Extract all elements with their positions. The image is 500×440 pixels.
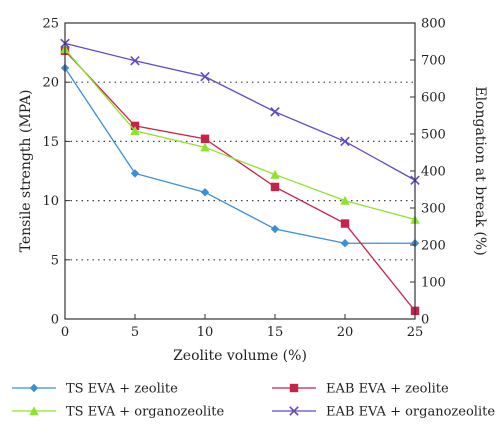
data-point: [340, 239, 350, 248]
data-point: [130, 126, 140, 135]
series-2: [60, 44, 420, 224]
x-tick-label: 5: [131, 325, 139, 340]
x-tick-label: 0: [61, 325, 69, 340]
data-point: [130, 169, 140, 178]
legend-marker: [29, 383, 39, 393]
data-point: [200, 142, 210, 152]
data-point: [270, 169, 280, 179]
legend-label: EAB EVA + zeolite: [326, 382, 449, 397]
axes: [64, 22, 416, 320]
y2-tick-label: 400: [421, 165, 446, 180]
y-tick-label: 15: [42, 135, 59, 150]
legend-label: TS EVA + organozeolite: [66, 405, 224, 420]
data-point: [200, 188, 210, 197]
y2-tick-label: 100: [421, 276, 446, 291]
legend-label: TS EVA + zeolite: [66, 382, 178, 397]
y2-tick-label: 600: [421, 91, 446, 106]
x-tick-label: 10: [197, 325, 214, 340]
series-layer: [60, 38, 420, 316]
y-axis-label: Tensile strength (MPA): [18, 90, 34, 253]
legend-marker: [289, 406, 299, 416]
y2-tick-label: 300: [421, 202, 446, 217]
series-line: [64, 67, 415, 244]
legend-label: EAB EVA + organozeolite: [326, 405, 495, 420]
data-point: [200, 71, 210, 82]
y-tick-label: 25: [42, 17, 59, 32]
data-point: [130, 121, 140, 131]
tick-labels: 0 5 10 15 20 25051015202501002003004005006007…: [42, 17, 445, 341]
data-point: [200, 134, 210, 144]
y2-tick-label: 700: [421, 54, 446, 69]
y-tick-label: 0: [51, 313, 59, 328]
legend-item: EAB EVA + zeolite: [272, 382, 449, 397]
y-tick-label: 10: [42, 194, 59, 209]
data-point: [340, 136, 350, 147]
x-tick-label: 20: [337, 325, 354, 340]
data-point: [270, 224, 280, 234]
legend-marker: [29, 406, 39, 416]
series-line: [64, 42, 416, 181]
y2-tick-label: 800: [421, 17, 446, 32]
data-point: [340, 219, 350, 228]
data-point: [130, 55, 140, 66]
legend-item: TS EVA + organozeolite: [12, 405, 224, 420]
y2-tick-label: 0: [421, 313, 429, 328]
legend-item: EAB EVA + organozeolite: [272, 405, 495, 420]
grid-lines: [65, 81, 415, 261]
legend-marker: [289, 383, 299, 393]
y2-tick-label: 200: [421, 239, 446, 254]
x-tick-label: 15: [267, 325, 284, 340]
y2-tick-label: 500: [421, 128, 446, 143]
data-point: [270, 107, 280, 117]
series-line: [64, 50, 416, 312]
series-3: [60, 38, 420, 186]
legend: TS EVA + zeolite EAB EVA + zeolite TS EVA …: [12, 382, 495, 420]
series-0: [60, 63, 420, 248]
y-tick-label: 20: [42, 76, 59, 91]
y2-axis-label: Elongation at break (%): [472, 86, 488, 255]
series-1: [60, 46, 420, 316]
legend-item: TS EVA + zeolite: [12, 382, 178, 397]
x-tick-label: 25: [407, 325, 424, 340]
y-tick-label: 5: [51, 253, 59, 268]
x-axis-label: Zeolite volume (%): [173, 348, 307, 364]
data-point: [270, 182, 280, 192]
data-point: [340, 195, 350, 205]
plot-frame: [64, 22, 416, 320]
series-line: [64, 48, 416, 221]
